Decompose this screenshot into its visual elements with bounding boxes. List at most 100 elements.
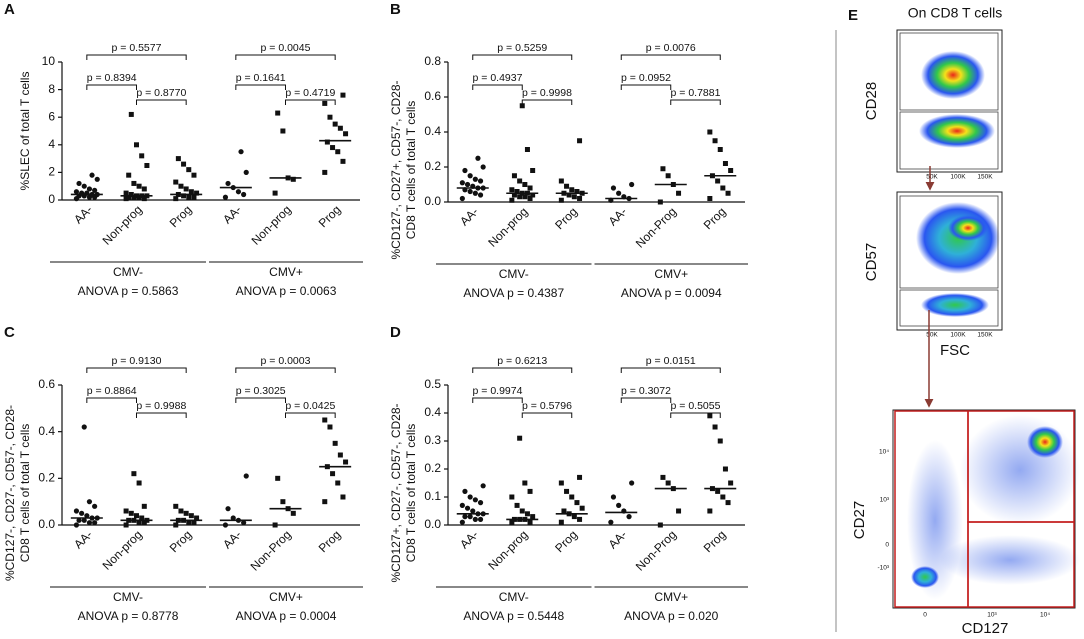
- data-point: [230, 515, 236, 521]
- data-point: [464, 505, 471, 511]
- data-point: [665, 173, 671, 179]
- gate: [899, 32, 999, 111]
- data-point: [574, 500, 580, 506]
- p-value: p = 0.9130: [112, 355, 162, 367]
- y-tick-label: 6: [48, 109, 55, 123]
- y-tick-label: 0.2: [424, 159, 441, 173]
- y-tick-label: 0: [48, 192, 55, 206]
- p-value: p = 0.0003: [261, 355, 311, 367]
- data-point: [467, 514, 473, 520]
- y-tick-label: 8: [48, 82, 55, 96]
- data-point: [86, 520, 93, 526]
- y-axis-label: %CD127-, CD27+, CD57-, CD28-: [389, 80, 403, 259]
- data-point: [92, 187, 98, 193]
- data-point: [131, 471, 137, 477]
- x-tick-label: AA-: [220, 527, 244, 551]
- data-point: [136, 183, 142, 189]
- data-point: [530, 192, 536, 198]
- flow-tick: 0: [885, 542, 889, 549]
- data-point: [569, 494, 575, 500]
- y-axis-label: CD8 T cells of total T cells: [18, 424, 32, 563]
- bracket: [521, 412, 573, 418]
- data-point: [141, 503, 147, 509]
- panel-letter: D: [390, 324, 401, 341]
- bracket: [285, 99, 336, 105]
- data-point: [722, 466, 728, 472]
- data-point: [577, 516, 583, 522]
- data-point: [470, 508, 476, 514]
- data-point: [464, 181, 471, 188]
- data-point: [235, 189, 242, 195]
- data-point: [629, 480, 635, 486]
- data-point: [519, 508, 525, 514]
- flow-tick: 0: [923, 612, 927, 619]
- data-point: [558, 480, 564, 486]
- data-point: [126, 172, 132, 178]
- data-point: [222, 522, 229, 528]
- bracket: [136, 99, 187, 105]
- data-point: [616, 190, 622, 196]
- bracket: [235, 367, 336, 373]
- x-tick-label: Non-prog: [485, 527, 530, 572]
- data-point: [178, 508, 184, 514]
- data-point: [519, 103, 525, 109]
- data-point: [330, 145, 336, 151]
- data-point: [183, 510, 189, 516]
- density: [948, 215, 988, 241]
- data-point: [509, 519, 515, 525]
- p-value: p = 0.9974: [473, 385, 523, 397]
- anova-label: ANOVA p = 0.8778: [78, 609, 179, 623]
- density: [921, 293, 989, 317]
- data-point: [275, 475, 281, 481]
- x-tick-label: Prog: [552, 204, 580, 232]
- bracket: [472, 397, 523, 403]
- data-point: [707, 129, 713, 135]
- data-point: [517, 194, 523, 200]
- data-point: [616, 502, 622, 508]
- data-point: [574, 189, 580, 194]
- data-point: [86, 186, 93, 192]
- data-point: [94, 176, 100, 182]
- data-point: [725, 500, 731, 506]
- data-point: [715, 488, 721, 494]
- data-point: [517, 178, 523, 184]
- bracket: [285, 412, 336, 418]
- data-point: [480, 483, 486, 489]
- data-point: [579, 505, 585, 511]
- data-point: [527, 185, 533, 191]
- data-point: [194, 515, 200, 521]
- data-point: [337, 125, 343, 131]
- bracket: [86, 84, 137, 90]
- x-tick-label: Prog: [552, 527, 580, 555]
- data-point: [722, 161, 728, 166]
- data-point: [123, 190, 129, 196]
- bracket: [620, 54, 721, 60]
- data-point: [462, 167, 468, 174]
- data-point: [144, 163, 150, 168]
- data-point: [241, 191, 247, 198]
- data-point: [186, 167, 192, 173]
- data-point: [141, 186, 147, 192]
- y-tick-label: 0.6: [424, 89, 441, 103]
- flow-tick: 10³: [880, 497, 890, 504]
- data-point: [527, 196, 533, 201]
- group-label: CMV-: [113, 590, 143, 604]
- x-tick-label: Non-Prog: [633, 527, 679, 573]
- flow-tick: 50K: [926, 332, 938, 339]
- y-axis-label: CD8 T cells of total T cells: [404, 101, 418, 240]
- data-point: [194, 190, 200, 196]
- x-tick-label: Prog: [701, 204, 729, 232]
- data-point: [717, 147, 723, 152]
- x-tick-label: Prog: [167, 527, 195, 555]
- data-point: [128, 191, 134, 197]
- data-point: [181, 193, 187, 199]
- data-point: [136, 480, 142, 486]
- data-point: [324, 139, 330, 145]
- data-point: [188, 513, 194, 519]
- bracket: [620, 397, 672, 403]
- data-point: [462, 514, 468, 520]
- group-label: CMV-: [499, 267, 529, 281]
- data-point: [514, 502, 520, 508]
- flow-tick: 100K: [950, 174, 966, 181]
- data-point: [141, 196, 147, 202]
